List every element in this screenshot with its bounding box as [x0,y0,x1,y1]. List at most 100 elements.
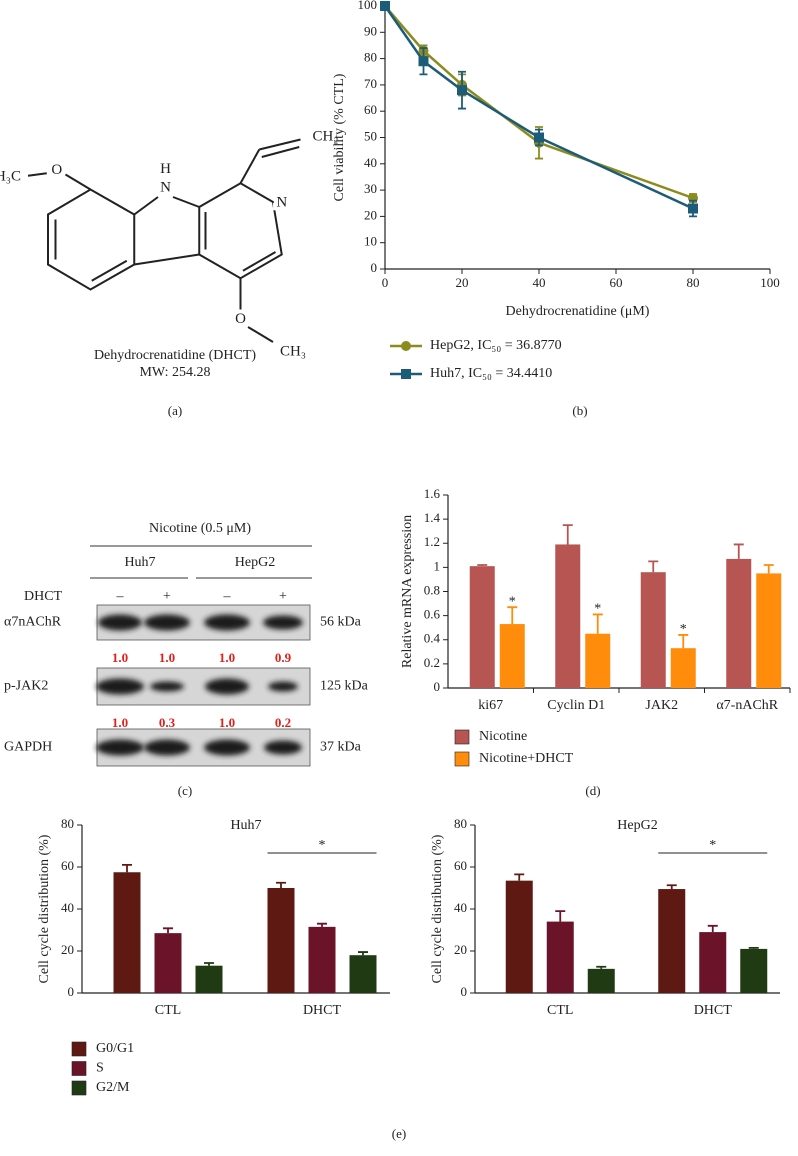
blot-band [96,739,144,756]
error-bar [562,524,573,545]
error-bar [555,910,566,922]
atom-label: H [160,161,171,177]
atom-label: N [160,180,171,196]
y-tick-label: 1.4 [424,510,441,525]
blot-band [268,681,298,692]
chart-title: HepG2 [617,818,657,833]
blot-band [144,614,190,631]
marker [418,56,429,67]
y-tick-label: 0.2 [424,655,440,670]
blot-band [150,681,184,692]
error-bar [317,922,327,927]
marker [534,132,544,143]
error-bar [748,946,759,949]
blot-band [204,739,250,756]
marker [688,203,698,214]
bar [670,648,696,688]
bar [195,965,223,993]
y-tick-label: 100 [358,0,378,12]
bonds [27,138,301,343]
legend-swatch [454,751,470,767]
structure: CH₂ H N H₃C O N O CH₃ [0,128,339,359]
error-bar [678,634,689,649]
blot-ratio: 1.0 [219,650,235,665]
y-axis-label: Relative mRNA expression [400,515,415,668]
significance: * [509,594,516,609]
dhct-label: DHCT [24,589,63,604]
x-tick-label: CTL [547,1003,573,1018]
error-bar [477,564,488,567]
bar [154,933,182,993]
y-axis-label: Cell cycle distribution (%) [430,834,445,983]
significance: * [680,622,687,637]
y-tick-label: 1 [434,558,441,573]
blot-band [144,739,190,756]
bar [113,872,141,993]
y-tick-label: 20 [364,207,377,222]
blot-band [263,615,303,630]
y-tick-label: 60 [364,102,377,117]
error-bar [276,881,286,888]
atom-label: CH₂ [312,128,338,144]
significance: * [319,838,326,853]
x-tick-label: 20 [456,275,469,290]
y-tick-label: 0 [371,260,378,275]
bar [587,968,615,993]
legend-swatch [454,729,470,745]
blot-band [204,614,250,631]
error-bar [666,884,677,890]
significance: * [709,838,716,853]
x-tick-label: 60 [610,275,623,290]
legend-label: S [96,1061,104,1076]
y-tick-label: 0.8 [424,582,440,597]
legend-label: G2/M [96,1080,130,1095]
blot-ratio: 0.3 [159,715,176,730]
error-bar [204,962,214,966]
blot-treatment: Nicotine (0.5 μM) [149,521,251,536]
series-line [383,5,694,210]
legend-swatch [71,1080,87,1096]
x-tick-label: 40 [533,275,546,290]
legend-label: Nicotine [479,729,527,744]
x-tick-label: 0 [382,275,389,290]
y-tick-label: 0 [461,984,468,999]
atom-label: CH₃ [280,343,306,359]
blot-band [98,614,142,631]
cell-line: HepG2 [235,555,275,570]
legend-label: Nicotine+DHCT [479,751,574,766]
bar [308,926,336,993]
bar [469,566,495,688]
x-tick-label: ki67 [478,698,503,713]
y-tick-label: 1.6 [424,486,441,501]
bar [349,955,377,993]
blot-ratio: 0.2 [275,715,291,730]
blot-size: 56 kDa [320,615,362,630]
error-bar [163,927,173,934]
cell-line: Huh7 [124,555,155,570]
bar [756,573,782,688]
y-tick-label: 80 [364,50,377,65]
legend-swatch [71,1061,87,1076]
y-tick-label: 80 [61,816,74,831]
dhct-sign: – [223,589,232,604]
x-axis-label: Dehydrocrenatidine (μM) [506,304,650,319]
dhct-sign: + [163,589,171,604]
panel-label: (a) [168,403,182,418]
bar [555,544,581,688]
dhct-sign: – [116,589,125,604]
bar [585,633,611,688]
y-tick-label: 10 [364,234,377,249]
x-tick-label: DHCT [694,1003,733,1018]
y-tick-label: 50 [364,128,377,143]
blot-row-label: GAPDH [4,740,52,755]
panel-label: (d) [585,783,600,798]
atom-label: H₃C [0,168,21,184]
y-tick-label: 0 [68,984,75,999]
x-tick-label: 80 [687,275,700,290]
x-tick-label: Cyclin D1 [547,698,605,713]
dhct-sign: + [279,589,287,604]
error-bar [763,564,774,574]
y-tick-label: 0.4 [424,631,441,646]
